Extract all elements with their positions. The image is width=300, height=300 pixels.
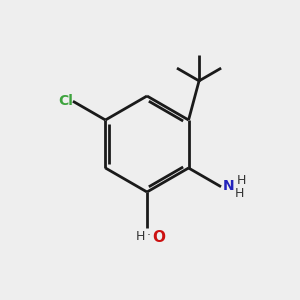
Text: N: N bbox=[223, 178, 234, 193]
Text: H: H bbox=[237, 174, 246, 187]
Text: ·: · bbox=[147, 230, 151, 242]
Text: H: H bbox=[136, 230, 146, 242]
Text: Cl: Cl bbox=[58, 94, 73, 108]
Text: O: O bbox=[152, 230, 165, 244]
Text: H: H bbox=[235, 187, 244, 200]
